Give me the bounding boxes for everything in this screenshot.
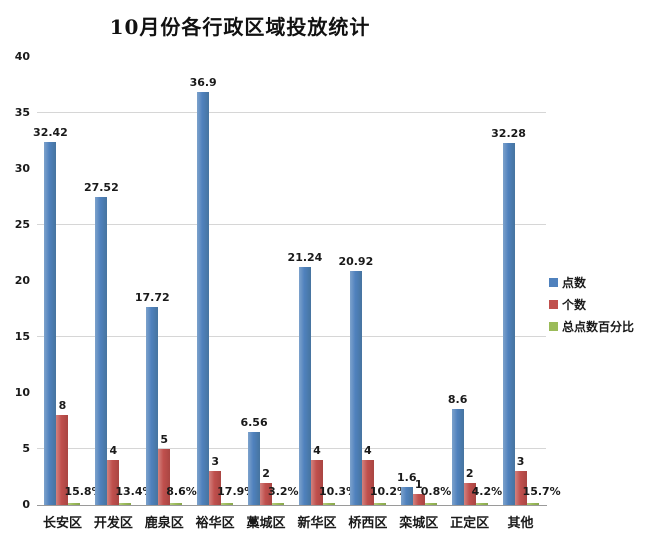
- bar-points: [146, 306, 159, 505]
- x-category-label: 其他: [507, 516, 534, 531]
- bar-points: [298, 267, 311, 505]
- percent-value-label: 3.2%: [268, 485, 299, 498]
- y-tick-label: 40: [14, 50, 30, 63]
- x-category-label: 栾城区: [399, 516, 439, 531]
- bar-points: [400, 487, 413, 505]
- count-value-label: 4: [364, 444, 372, 458]
- bar-percent: [170, 503, 183, 505]
- percent-value-label: 8.6%: [166, 485, 197, 498]
- bar-points: [451, 408, 464, 505]
- points-value-label: 8.6: [447, 392, 468, 406]
- bar-points: [197, 91, 210, 505]
- y-tick-label: 30: [14, 162, 30, 175]
- y-tick-label: 0: [22, 498, 30, 511]
- legend-label: 点数: [562, 275, 587, 290]
- legend-swatch-red-icon: [549, 299, 558, 309]
- gridline: [37, 112, 546, 113]
- points-value-label: 36.9: [189, 75, 217, 89]
- points-value-label: 27.52: [83, 180, 119, 194]
- bar-count: [158, 449, 171, 505]
- x-category-label: 鹿泉区: [144, 516, 184, 531]
- legend: 点数 个数 总点数百分比: [549, 271, 634, 337]
- bar-count: [463, 482, 476, 505]
- x-category-label: 裕华区: [195, 516, 235, 531]
- legend-item-percent: 总点数百分比: [549, 315, 634, 337]
- x-category-label: 藁城区: [246, 516, 286, 531]
- y-tick-label: 20: [14, 274, 30, 287]
- count-value-label: 3: [211, 455, 219, 469]
- x-category-label: 长安区: [42, 516, 82, 531]
- points-value-label: 20.92: [338, 254, 374, 268]
- y-tick-label: 5: [22, 442, 30, 455]
- percent-value-label: 0.8%: [420, 485, 452, 498]
- bar-count: [361, 460, 374, 505]
- plot-area: 32.42 8 15.8% 27.52 4 13.4% 17.72 5 8.6% 36.9 3 17.…: [33, 57, 561, 505]
- bar-count: [412, 493, 425, 505]
- bar-percent: [68, 503, 81, 505]
- percent-value-label: 15.7%: [522, 485, 561, 498]
- bar-points: [95, 196, 108, 505]
- bar-count: [107, 460, 120, 505]
- bar-percent: [526, 503, 539, 505]
- bar-count: [56, 415, 69, 505]
- points-value-label: 32.28: [491, 127, 526, 141]
- y-tick-label: 15: [14, 330, 30, 343]
- points-value-label: 17.72: [134, 290, 170, 304]
- bar-points: [44, 141, 57, 505]
- count-value-label: 1: [414, 477, 423, 491]
- percent-value-label: 15.8%: [64, 485, 103, 498]
- count-value-label: 8: [58, 399, 67, 413]
- count-value-label: 3: [516, 455, 525, 469]
- points-value-label: 1.6: [397, 471, 417, 485]
- legend-swatch-green-icon: [549, 321, 558, 331]
- points-value-label: 21.24: [287, 251, 323, 265]
- x-axis-line: [37, 505, 547, 506]
- bar-count: [514, 471, 527, 505]
- bar-percent: [475, 503, 488, 505]
- bar-percent: [272, 503, 285, 505]
- chart-title: 10月份各行政区域投放统计: [109, 15, 371, 39]
- gridline: [37, 336, 546, 337]
- percent-value-label: 13.4%: [115, 485, 154, 498]
- x-category-label: 新华区: [297, 516, 337, 531]
- percent-value-label: 10.3%: [318, 485, 358, 498]
- bar-percent: [424, 503, 437, 505]
- bar-count: [310, 460, 323, 505]
- bar-count: [260, 482, 273, 505]
- bar-points: [502, 143, 515, 505]
- bar-percent: [221, 503, 234, 505]
- legend-label: 总点数百分比: [562, 319, 635, 334]
- legend-label: 个数: [562, 297, 587, 312]
- count-value-label: 4: [109, 444, 118, 458]
- x-category-label: 正定区: [450, 516, 490, 531]
- gridline: [37, 448, 546, 449]
- percent-value-label: 10.2%: [369, 485, 409, 498]
- bar-percent: [373, 503, 386, 505]
- y-tick-label: 25: [14, 218, 30, 231]
- count-value-label: 2: [465, 466, 474, 480]
- gridline: [37, 224, 546, 225]
- count-value-label: 4: [313, 444, 321, 458]
- y-tick-label: 35: [14, 106, 30, 119]
- points-value-label: 32.42: [33, 125, 68, 139]
- bar-points: [248, 431, 261, 505]
- legend-item-points: 点数: [549, 271, 634, 293]
- count-value-label: 5: [160, 433, 169, 446]
- x-category-label: 桥西区: [348, 516, 388, 531]
- count-value-label: 2: [262, 466, 270, 480]
- percent-value-label: 4.2%: [471, 485, 503, 498]
- x-category-label: 开发区: [93, 516, 133, 531]
- bar-percent: [119, 503, 132, 505]
- bar-points: [349, 270, 362, 505]
- percent-value-label: 17.9%: [217, 485, 256, 498]
- bar-count: [209, 471, 222, 505]
- points-value-label: 6.56: [240, 415, 268, 429]
- bar-percent: [322, 503, 335, 505]
- legend-item-count: 个数: [549, 293, 634, 315]
- legend-swatch-blue-icon: [549, 277, 558, 287]
- y-tick-label: 10: [14, 386, 30, 399]
